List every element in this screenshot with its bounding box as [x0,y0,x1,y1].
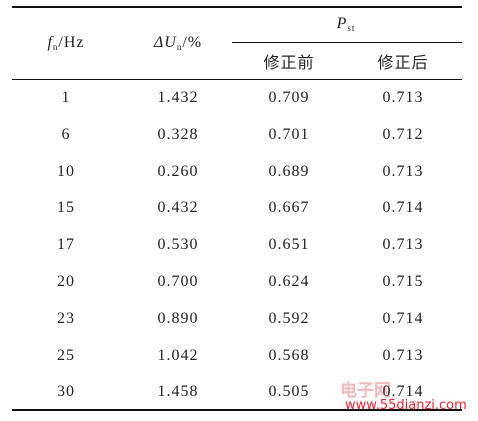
group-rule [232,42,462,43]
bottom-rule [12,409,462,411]
table-cell: 0.713 [382,89,424,106]
table-cell: 0.651 [268,236,310,254]
table-cell: 0.624 [268,273,310,290]
table-cell: 1.042 [157,346,199,364]
table-cell: 0.328 [157,125,199,143]
subscript: st [347,23,356,33]
table-cell: 1 [61,89,71,106]
symbol: f [47,34,53,51]
table-cell: 20 [57,273,75,290]
table-cell: 0.667 [268,199,310,217]
table-cell: 17 [57,236,75,254]
table-cell: 0.712 [382,125,424,143]
col-header: fn/Hz [47,34,84,52]
table-cell: 0.700 [157,273,199,290]
table-cell: 6 [61,125,71,143]
col-header: ΔUn/% [154,34,202,52]
table-cell: 0.432 [157,199,199,217]
table-cell: 0.709 [268,89,310,106]
table-cell: 0.714 [382,309,424,327]
symbol: ΔU [153,34,177,51]
table-cell: 0.714 [382,383,424,401]
sub-header: 修正前 [263,55,315,72]
table-cell: 0.713 [382,346,424,364]
table-cell: 23 [57,309,75,327]
table-cell: 0.592 [268,309,310,327]
top-rule [12,6,462,8]
table-cell: 15 [57,199,75,217]
table-cell: 0.530 [157,236,199,254]
subscript: n [176,42,183,52]
table-cell: 10 [57,162,75,180]
table-cell: 1.458 [157,383,199,401]
header-rule [12,79,462,80]
table-cell: 0.568 [268,346,310,364]
table-cell: 0.890 [157,309,199,327]
table-cell: 0.701 [268,125,310,143]
table-cell: 25 [57,346,75,364]
table-cell: 0.260 [157,162,199,180]
table-cell: 0.713 [382,236,424,254]
table-cell: 0.715 [382,273,424,290]
table-cell: 0.714 [382,199,424,217]
watermark-brand: 电子网 [340,381,391,401]
unit: /% [182,34,203,51]
unit: /Hz [58,34,85,51]
table-cell: 0.713 [382,162,424,180]
table-cell: 0.505 [268,383,310,401]
subscript: n [52,42,59,52]
watermark-url: www.55dianzi.com [345,398,467,413]
table-cell: 30 [57,383,75,401]
table-cell: 0.689 [268,162,310,180]
table-cell: 1.432 [157,89,199,106]
symbol: P [336,15,348,32]
group-header: Pst [337,15,356,33]
sub-header: 修正后 [377,55,429,72]
